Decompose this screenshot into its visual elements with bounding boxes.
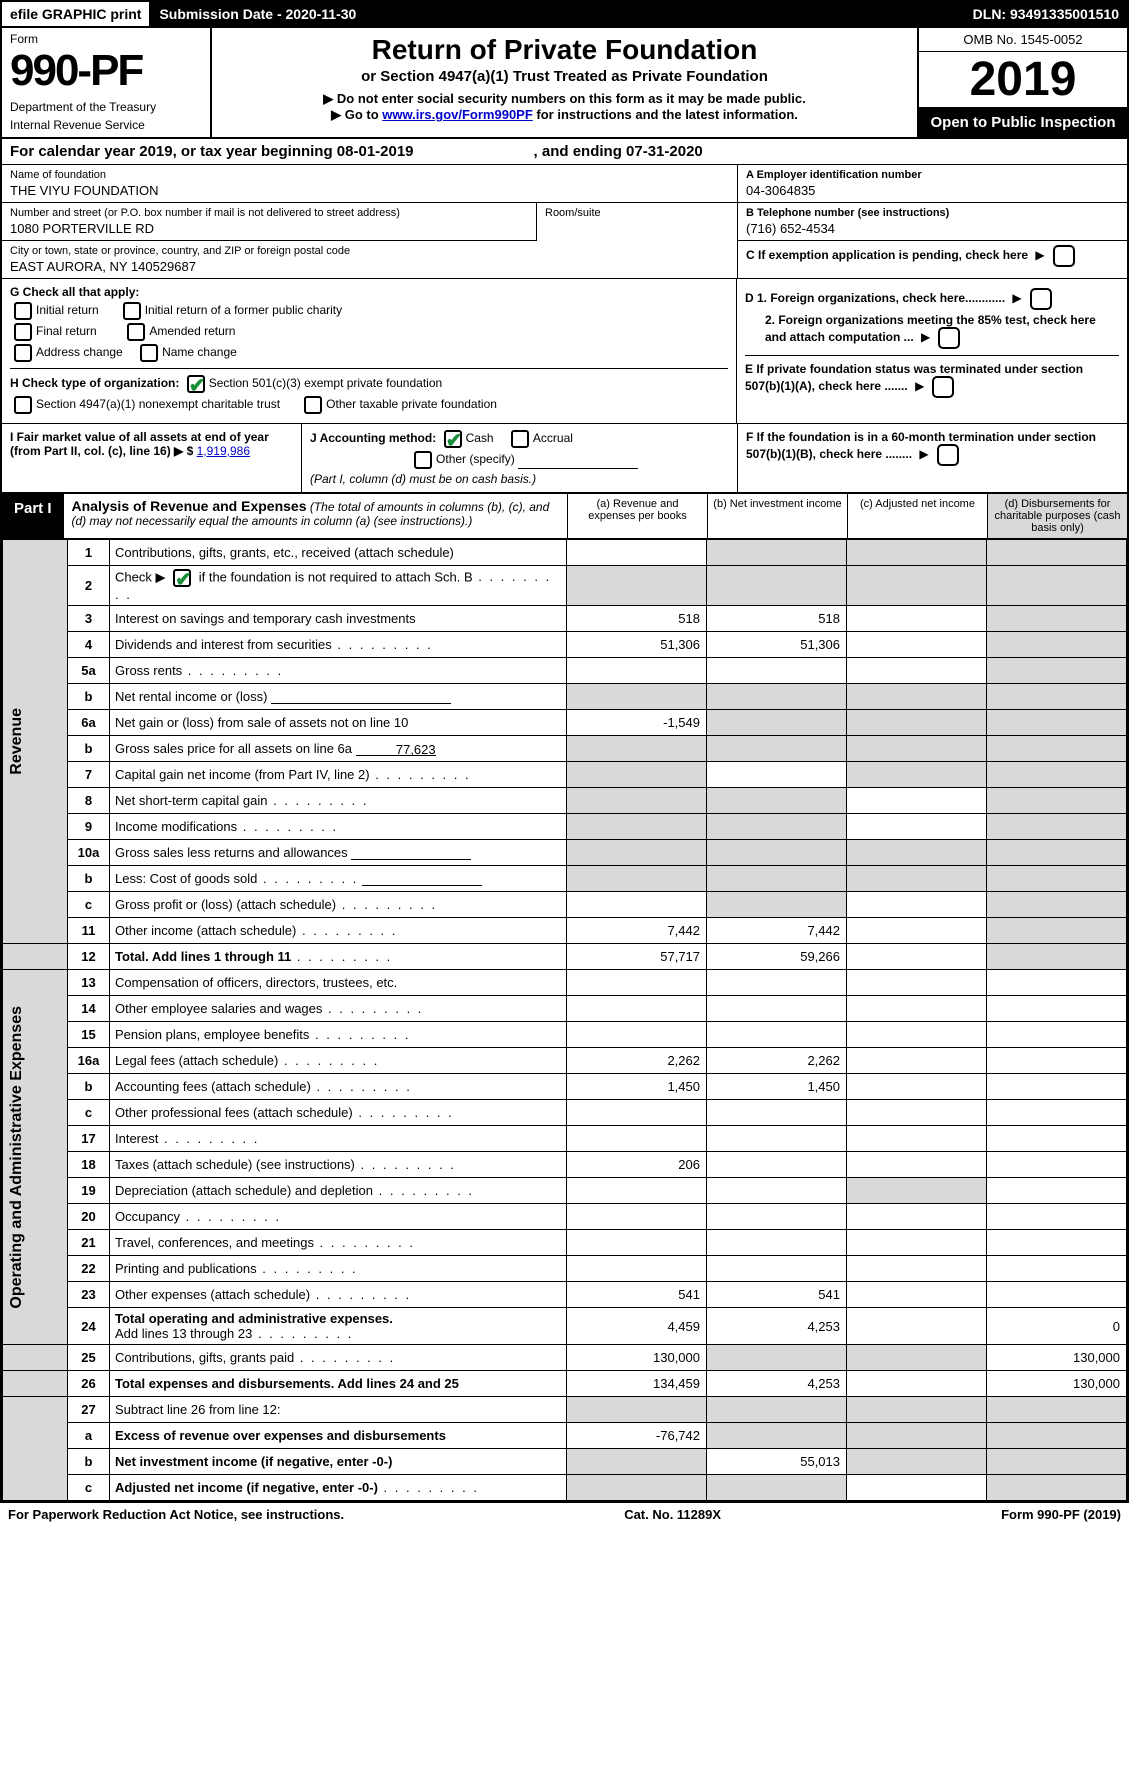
part1-table: Revenue 1Contributions, gifts, grants, e… xyxy=(2,539,1127,1501)
col-d-header: (d) Disbursements for charitable purpose… xyxy=(987,494,1127,538)
irs-link[interactable]: www.irs.gov/Form990PF xyxy=(382,107,533,122)
form-subtitle: or Section 4947(a)(1) Trust Treated as P… xyxy=(224,68,905,85)
page-footer: For Paperwork Reduction Act Notice, see … xyxy=(0,1503,1129,1526)
checkbox-schb[interactable] xyxy=(173,569,191,587)
checkbox-501c3[interactable] xyxy=(187,375,205,393)
checkbox-amended[interactable] xyxy=(127,323,145,341)
checkbox-d2[interactable] xyxy=(938,327,960,349)
section-i: I Fair market value of all assets at end… xyxy=(2,424,302,492)
checkbox-addrchg[interactable] xyxy=(14,344,32,362)
section-f: F If the foundation is in a 60-month ter… xyxy=(737,424,1127,492)
foundation-name-cell: Name of foundation THE VIYU FOUNDATION xyxy=(2,165,737,203)
part1-header: Part I Analysis of Revenue and Expenses … xyxy=(2,494,1127,539)
calendar-year-row: For calendar year 2019, or tax year begi… xyxy=(2,139,1127,165)
dept-treasury: Department of the Treasury xyxy=(10,100,202,114)
checkbox-other-tax[interactable] xyxy=(304,396,322,414)
section-g: G Check all that apply: Initial return I… xyxy=(2,279,737,423)
dln: DLN: 93491335001510 xyxy=(965,2,1127,26)
form-ref: Form 990-PF (2019) xyxy=(1001,1507,1121,1522)
checkbox-accrual[interactable] xyxy=(511,430,529,448)
omb-number: OMB No. 1545-0052 xyxy=(919,28,1127,52)
form-label: Form xyxy=(10,32,202,46)
checkbox-cash[interactable] xyxy=(444,430,462,448)
col-a-header: (a) Revenue and expenses per books xyxy=(567,494,707,538)
paperwork-notice: For Paperwork Reduction Act Notice, see … xyxy=(8,1507,344,1522)
cat-no: Cat. No. 11289X xyxy=(624,1507,721,1522)
open-public: Open to Public Inspection xyxy=(919,108,1127,137)
efile-label: efile GRAPHIC print xyxy=(2,2,151,26)
city-cell: City or town, state or province, country… xyxy=(2,241,737,278)
top-bar: efile GRAPHIC print Submission Date - 20… xyxy=(2,2,1127,28)
checkbox-d1[interactable] xyxy=(1030,288,1052,310)
checkbox-4947[interactable] xyxy=(14,396,32,414)
form-header: Form 990-PF Department of the Treasury I… xyxy=(2,28,1127,139)
section-d-e: D 1. Foreign organizations, check here..… xyxy=(737,279,1127,423)
checkbox-initial[interactable] xyxy=(14,302,32,320)
tax-year: 2019 xyxy=(919,52,1127,108)
checkbox-f[interactable] xyxy=(937,444,959,466)
submission-date: Submission Date - 2020-11-30 xyxy=(151,2,964,26)
goto-note: ▶ Go to www.irs.gov/Form990PF for instru… xyxy=(224,107,905,123)
col-c-header: (c) Adjusted net income xyxy=(847,494,987,538)
checkbox-initial-former[interactable] xyxy=(123,302,141,320)
checkbox-final[interactable] xyxy=(14,323,32,341)
ssn-note: ▶ Do not enter social security numbers o… xyxy=(224,91,905,107)
exemption-pending: C If exemption application is pending, c… xyxy=(738,241,1127,271)
checkbox-other-method[interactable] xyxy=(414,451,432,469)
room-suite: Room/suite xyxy=(537,203,737,241)
col-b-header: (b) Net investment income xyxy=(707,494,847,538)
form-number: 990-PF xyxy=(10,46,202,96)
ein-cell: A Employer identification number 04-3064… xyxy=(738,165,1127,203)
irs-label: Internal Revenue Service xyxy=(10,118,202,132)
checkbox-c[interactable] xyxy=(1053,245,1075,267)
part1-tag: Part I xyxy=(2,494,64,538)
checkbox-namechg[interactable] xyxy=(140,344,158,362)
form-title: Return of Private Foundation xyxy=(224,34,905,66)
checkbox-e[interactable] xyxy=(932,376,954,398)
telephone-cell: B Telephone number (see instructions) (7… xyxy=(738,203,1127,241)
address-cell: Number and street (or P.O. box number if… xyxy=(2,203,537,241)
section-j: J Accounting method: Cash Accrual Other … xyxy=(302,424,737,492)
